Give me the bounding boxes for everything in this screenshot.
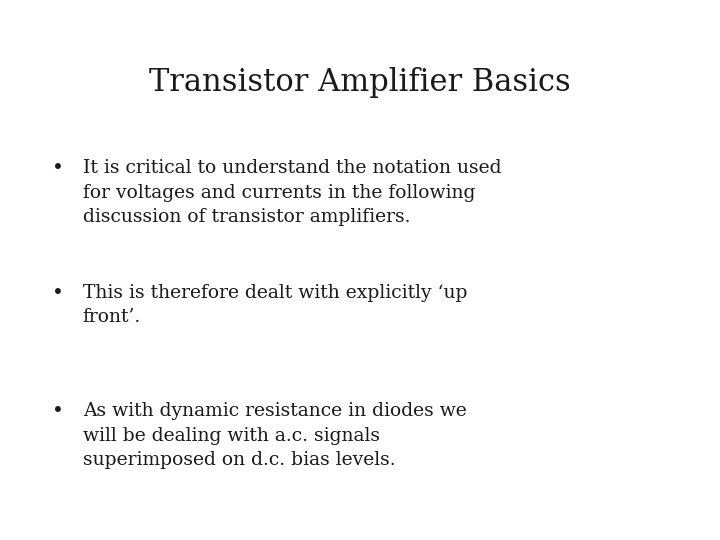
Text: Transistor Amplifier Basics: Transistor Amplifier Basics <box>149 68 571 98</box>
Text: This is therefore dealt with explicitly ‘up
front’.: This is therefore dealt with explicitly … <box>83 284 467 326</box>
Text: As with dynamic resistance in diodes we
will be dealing with a.c. signals
superi: As with dynamic resistance in diodes we … <box>83 402 467 469</box>
Text: •: • <box>52 402 63 421</box>
Text: •: • <box>52 284 63 302</box>
Text: It is critical to understand the notation used
for voltages and currents in the : It is critical to understand the notatio… <box>83 159 501 226</box>
Text: •: • <box>52 159 63 178</box>
